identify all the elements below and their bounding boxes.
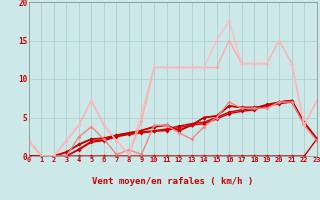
X-axis label: Vent moyen/en rafales ( km/h ): Vent moyen/en rafales ( km/h ) xyxy=(92,177,253,186)
